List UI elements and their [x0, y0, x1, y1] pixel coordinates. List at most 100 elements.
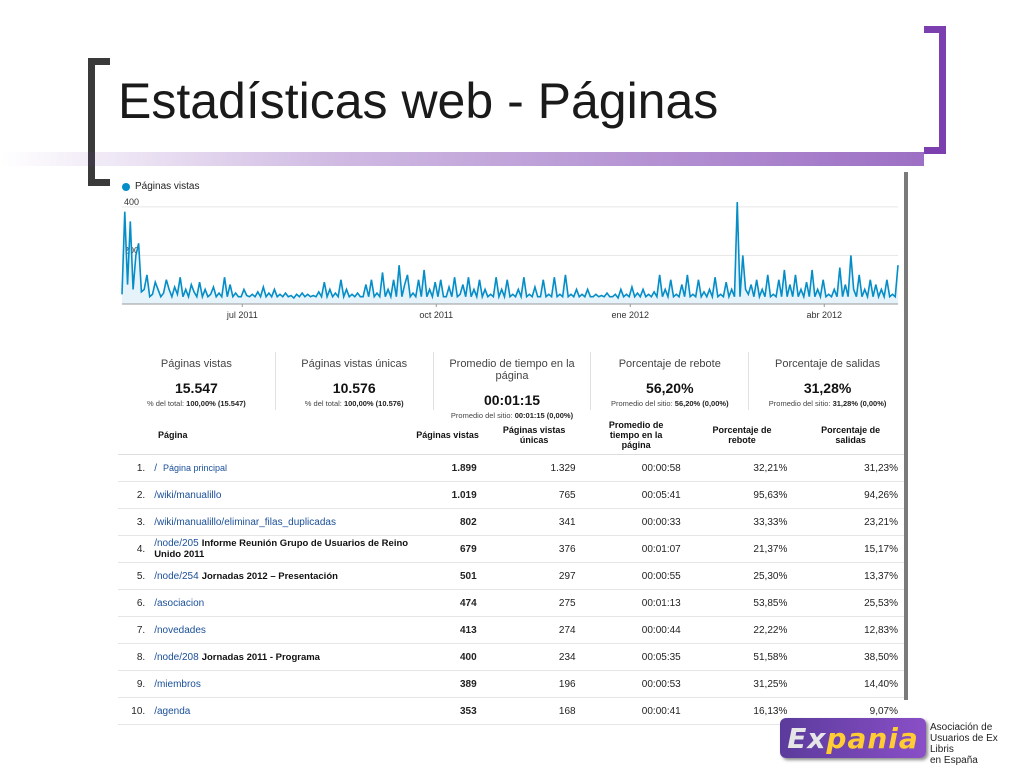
bounce-cell: 95,63%: [688, 481, 796, 509]
table-row[interactable]: 9./miembros 389 196 00:00:53 31,25% 14,40%: [118, 670, 906, 698]
table-row[interactable]: 7./novedades 413 274 00:00:44 22,22% 12,83%: [118, 616, 906, 644]
views-cell: 389: [410, 670, 485, 698]
page-cell: /wiki/manualillo/eliminar_filas_duplicad…: [153, 508, 411, 536]
summary-sub: % del total: 100,00% (10.576): [304, 399, 404, 408]
col-header-bounce[interactable]: Porcentaje de rebote: [688, 416, 796, 455]
time-cell: 00:00:41: [583, 697, 689, 725]
bounce-cell: 31,25%: [688, 670, 796, 698]
summary-cell: Porcentaje de rebote 56,20% Promedio del s…: [591, 352, 750, 410]
page-title: Informe Reunión Grupo de Usuarios de Rei…: [154, 538, 409, 560]
unique-cell: 275: [484, 589, 584, 617]
summary-cell: Páginas vistas únicas 10.576 % del total: …: [276, 352, 434, 410]
unique-cell: 196: [484, 670, 584, 698]
table-row[interactable]: 2./wiki/manualillo 1.019 765 00:05:41 95,63%…: [118, 481, 906, 509]
page-path-link[interactable]: /wiki/manualillo/eliminar_filas_duplicad…: [154, 516, 336, 528]
table-header-row: Página Páginas vistas Páginas vistas úni…: [118, 416, 906, 455]
unique-cell: 1.329: [484, 454, 584, 482]
unique-cell: 274: [484, 616, 584, 644]
views-cell: 474: [410, 589, 485, 617]
exits-cell: 14,40%: [795, 670, 906, 698]
page-path-link[interactable]: /node/205: [154, 538, 199, 549]
time-cell: 00:00:58: [583, 454, 689, 482]
page-path-link[interactable]: /asociacion: [154, 597, 205, 609]
summary-row: Páginas vistas 15.547 % del total: 100,00%…: [118, 352, 906, 420]
summary-label: Porcentaje de rebote: [618, 358, 721, 370]
views-cell: 501: [410, 562, 485, 590]
table-row[interactable]: 5./node/254 Jornadas 2012 – Presentación 5…: [118, 562, 906, 590]
col-header-exits[interactable]: Porcentaje de salidas: [795, 416, 906, 455]
screenshot-edge-shadow: [904, 172, 908, 700]
pages-table: Página Páginas vistas Páginas vistas úni…: [118, 416, 906, 725]
col-header-avg-time[interactable]: Promedio de tiempo en la página: [583, 416, 689, 455]
exits-cell: 13,37%: [795, 562, 906, 590]
x-tick-label: ene 2012: [612, 310, 650, 320]
summary-value: 15.547: [174, 380, 218, 396]
time-cell: 00:00:33: [583, 508, 689, 536]
table-row[interactable]: 3./wiki/manualillo/eliminar_filas_duplic…: [118, 508, 906, 536]
page-title: Jornadas 2011 - Programa: [201, 651, 320, 663]
series-line-pageviews[interactable]: [121, 201, 899, 300]
row-index: 6.: [118, 589, 154, 617]
page-cell: /node/254 Jornadas 2012 – Presentación: [153, 562, 411, 590]
exits-cell: 31,23%: [795, 454, 906, 482]
unique-cell: 341: [484, 508, 584, 536]
row-index: 3.: [118, 508, 154, 536]
table-row[interactable]: 6./asociacion 474 275 00:01:13 53,85% 25,53%: [118, 589, 906, 617]
summary-label: Promedio de tiempo en la página: [449, 358, 575, 382]
summary-cell: Promedio de tiempo en la página 00:01:15 P…: [434, 352, 592, 420]
unique-cell: 297: [484, 562, 584, 590]
table-row[interactable]: 1. / Página principal 1.899 1.329 00:00:58 32,…: [118, 454, 906, 482]
time-cell: 00:00:44: [583, 616, 689, 644]
logo-caption: Asociación de Usuarios de Ex Libris en E…: [930, 722, 1024, 766]
summary-value: 56,20%: [646, 380, 694, 396]
summary-label: Porcentaje de salidas: [774, 358, 881, 370]
views-cell: 1.019: [410, 481, 485, 509]
page-cell: / Página principal: [153, 454, 411, 482]
summary-value: 31,28%: [803, 380, 852, 396]
exits-cell: 38,50%: [795, 643, 906, 671]
unique-cell: 168: [484, 697, 584, 725]
left-bracket-decoration: [88, 58, 110, 186]
page-path-link[interactable]: /agenda: [154, 705, 191, 717]
bounce-cell: 32,21%: [688, 454, 796, 482]
table-row[interactable]: 4./node/205 Informe Reunión Grupo de Usua…: [118, 535, 906, 563]
summary-value: 10.576: [332, 380, 376, 396]
page-cell: /wiki/manualillo: [153, 481, 411, 509]
title-underline-band: [0, 152, 924, 166]
exits-cell: 25,53%: [795, 589, 906, 617]
col-header-page[interactable]: Página: [118, 416, 411, 455]
bounce-cell: 33,33%: [688, 508, 796, 536]
exits-cell: 15,17%: [795, 535, 906, 563]
row-index: 5.: [118, 562, 154, 590]
col-header-unique[interactable]: Páginas vistas únicas: [484, 416, 584, 455]
page-path-link[interactable]: /miembros: [154, 678, 201, 690]
row-index: 2.: [118, 481, 154, 509]
series-area: [122, 202, 898, 304]
row-index: 7.: [118, 616, 154, 644]
page-cell: /asociacion: [153, 589, 411, 617]
summary-cell: Porcentaje de salidas 31,28% Promedio del …: [749, 352, 906, 410]
bounce-cell: 51,58%: [688, 643, 796, 671]
logo-caption-line: en España: [930, 755, 978, 766]
page-cell: /agenda: [153, 697, 411, 725]
summary-sub: Promedio del sitio: 00:01:15 (0,00%): [450, 411, 574, 420]
table-row[interactable]: 8./node/208 Jornadas 2011 - Programa 400 23…: [118, 643, 906, 671]
col-header-views[interactable]: Páginas vistas: [410, 416, 485, 455]
legend-label: Páginas vistas: [135, 181, 200, 192]
table-row[interactable]: 10./agenda 353 168 00:00:41 16,13% 9,07%: [118, 697, 906, 725]
page-path-link[interactable]: /novedades: [154, 624, 206, 636]
unique-cell: 376: [484, 535, 584, 563]
bounce-cell: 25,30%: [688, 562, 796, 590]
logo-caption-line: Asociación de: [930, 722, 993, 733]
summary-value: 00:01:15: [483, 392, 541, 408]
page-path-link[interactable]: /node/208: [154, 651, 199, 663]
page-title: Jornadas 2012 – Presentación: [201, 570, 338, 582]
page-path-link[interactable]: /wiki/manualillo: [154, 489, 222, 501]
page-path-link[interactable]: /: [154, 462, 157, 474]
summary-label: Páginas vistas: [160, 358, 232, 370]
page-title[interactable]: Página principal: [162, 462, 228, 473]
bounce-cell: 16,13%: [688, 697, 796, 725]
page-path-link[interactable]: /node/254: [154, 570, 199, 582]
analytics-screenshot: Páginas vistas 400 200 jul 2011 oct 2011 ene…: [118, 172, 906, 725]
